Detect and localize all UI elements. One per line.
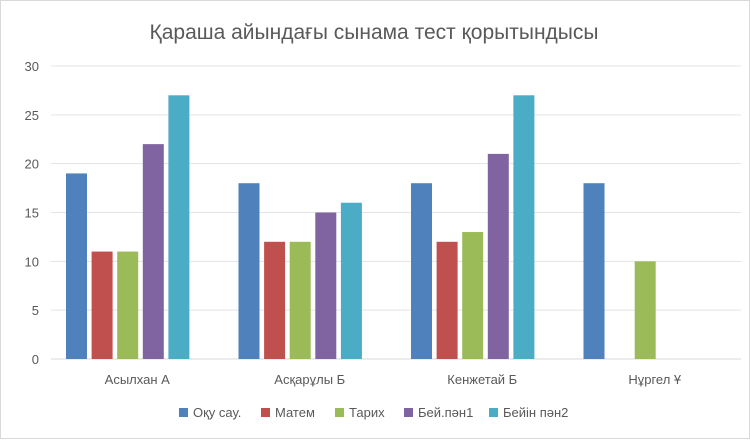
y-tick-label: 30 <box>25 59 39 74</box>
y-tick-label: 5 <box>32 303 39 318</box>
bar <box>513 95 535 360</box>
bar <box>315 212 337 359</box>
bar <box>340 202 362 359</box>
legend-swatch <box>261 408 270 417</box>
legend-label: Бейін пән2 <box>503 405 568 420</box>
chart-title: Қараша айындағы сынама тест қорытындысы <box>150 21 599 44</box>
bar <box>634 261 656 359</box>
bar <box>411 183 432 359</box>
legend: Оқу сау. Матем Тарих Бей.пән1 Бейін пән2 <box>179 405 568 420</box>
bars <box>66 95 656 360</box>
y-tick-label: 20 <box>25 157 39 172</box>
y-tick-label: 10 <box>25 254 39 269</box>
x-tick-label: Асқарұлы Б <box>274 372 345 387</box>
legend-label: Оқу сау. <box>193 405 241 420</box>
legend-label: Тарих <box>349 405 385 420</box>
bar <box>289 241 311 359</box>
y-tick-label: 0 <box>32 352 39 367</box>
bar <box>462 232 484 359</box>
bar <box>436 241 458 359</box>
x-tick-label: Нұргел Ұ <box>628 372 682 387</box>
bar <box>117 251 139 359</box>
x-axis: Асылхан А Асқарұлы Б Кенжетай Б Нұргел Ұ <box>105 372 682 387</box>
bar <box>583 183 605 359</box>
x-tick-label: Кенжетай Б <box>447 372 517 387</box>
bar <box>487 153 509 359</box>
legend-swatch <box>335 408 344 417</box>
legend-swatch <box>489 408 498 417</box>
y-tick-label: 25 <box>25 108 39 123</box>
bar <box>264 241 286 359</box>
gridlines <box>51 65 741 360</box>
legend-label: Бей.пән1 <box>418 405 473 420</box>
bar <box>142 144 164 359</box>
x-tick-label: Асылхан А <box>105 372 170 387</box>
bar <box>66 173 87 359</box>
legend-swatch <box>179 408 188 417</box>
legend-label: Матем <box>275 405 315 420</box>
bar <box>168 95 190 360</box>
y-axis: 0 5 10 15 20 25 30 <box>25 59 39 367</box>
bar <box>238 183 260 359</box>
y-tick-label: 15 <box>25 206 39 221</box>
bar <box>91 251 113 359</box>
legend-swatch <box>404 408 413 417</box>
